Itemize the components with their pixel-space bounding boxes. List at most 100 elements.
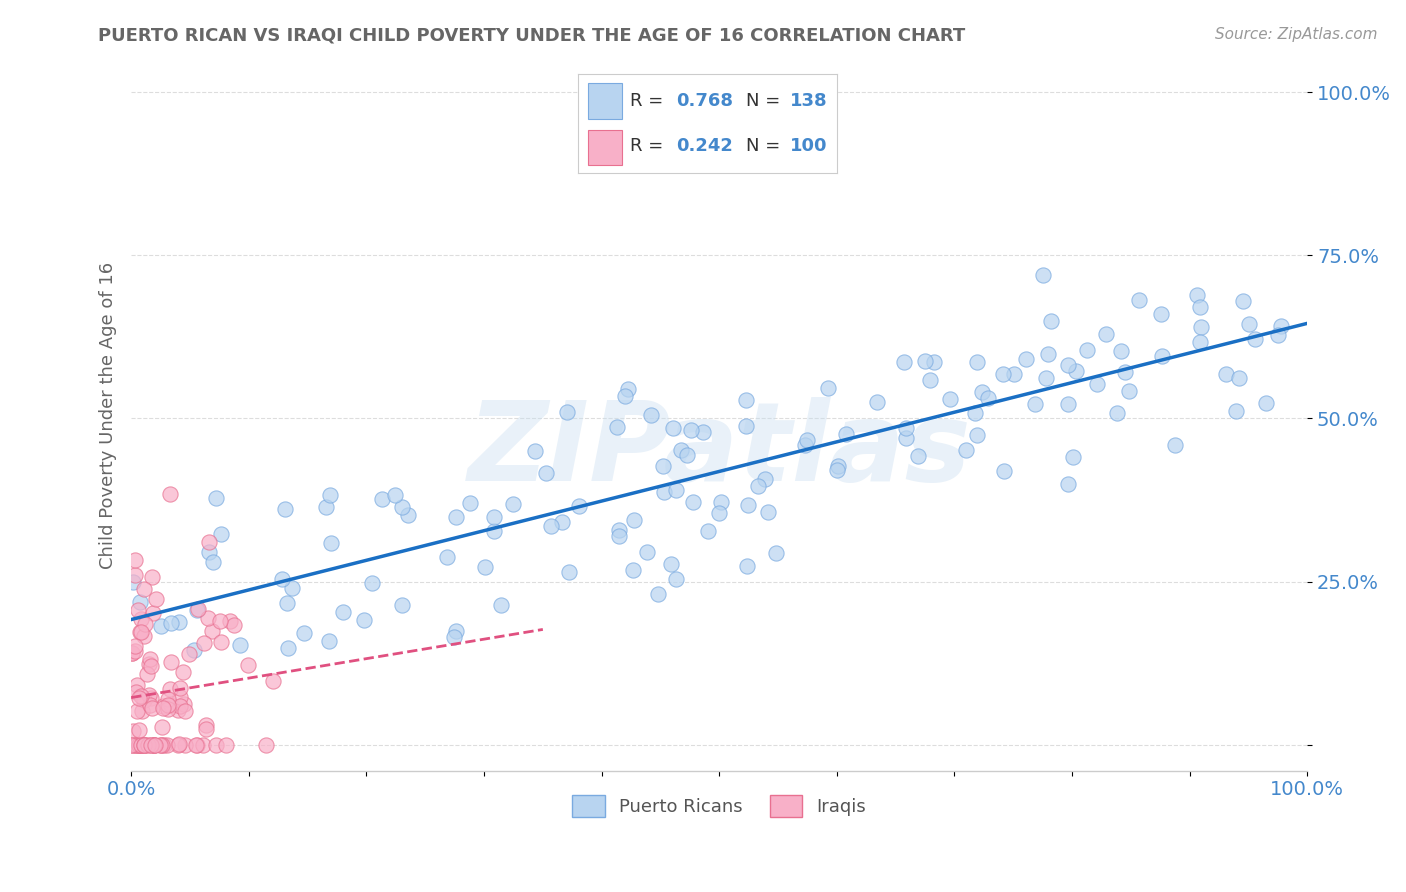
- Point: [1035, 370, 1057, 384]
- Point: [536, 466, 558, 480]
- Point: [665, 572, 688, 586]
- Point: [993, 464, 1015, 478]
- Point: [229, 638, 252, 652]
- Point: [765, 546, 787, 560]
- Point: [129, 689, 152, 703]
- Point: [756, 505, 779, 519]
- Point: [623, 513, 645, 527]
- Point: [122, 575, 145, 590]
- Text: ZIPatlas: ZIPatlas: [467, 397, 972, 504]
- Point: [166, 738, 188, 752]
- Point: [924, 355, 946, 369]
- Point: [484, 510, 506, 524]
- Point: [1024, 397, 1046, 411]
- Point: [157, 702, 180, 716]
- Point: [682, 495, 704, 509]
- Point: [143, 738, 166, 752]
- Point: [555, 405, 578, 419]
- Point: [1152, 349, 1174, 363]
- Point: [550, 515, 572, 529]
- Point: [665, 483, 688, 497]
- Point: [209, 635, 232, 649]
- Point: [827, 459, 849, 474]
- Point: [1057, 358, 1080, 372]
- Point: [1270, 318, 1292, 333]
- Point: [914, 354, 936, 368]
- Point: [353, 613, 375, 627]
- Point: [132, 738, 155, 752]
- Point: [129, 738, 152, 752]
- Point: [796, 433, 818, 447]
- Point: [136, 738, 159, 752]
- Point: [127, 602, 149, 616]
- Point: [141, 701, 163, 715]
- Point: [737, 498, 759, 512]
- Point: [970, 384, 993, 399]
- Point: [167, 615, 190, 629]
- Point: [153, 738, 176, 752]
- Point: [125, 738, 148, 752]
- Point: [128, 691, 150, 706]
- Point: [894, 431, 917, 445]
- Point: [136, 667, 159, 681]
- Point: [139, 652, 162, 666]
- Point: [1254, 396, 1277, 410]
- Point: [939, 392, 962, 407]
- Point: [254, 738, 277, 752]
- Point: [1227, 371, 1250, 385]
- Point: [172, 665, 194, 679]
- Point: [484, 524, 506, 538]
- Point: [652, 458, 675, 473]
- Point: [159, 487, 181, 501]
- Text: PUERTO RICAN VS IRAQI CHILD POVERTY UNDER THE AGE OF 16 CORRELATION CHART: PUERTO RICAN VS IRAQI CHILD POVERTY UNDE…: [98, 27, 966, 45]
- Point: [671, 442, 693, 457]
- Point: [1267, 328, 1289, 343]
- Point: [121, 646, 143, 660]
- Point: [209, 527, 232, 541]
- Point: [186, 601, 208, 615]
- Point: [976, 391, 998, 405]
- Point: [152, 698, 174, 713]
- Point: [332, 605, 354, 619]
- Point: [281, 581, 304, 595]
- Point: [614, 389, 637, 403]
- Point: [186, 738, 208, 752]
- Point: [817, 381, 839, 395]
- Point: [129, 624, 152, 639]
- Point: [1189, 300, 1212, 314]
- Point: [124, 568, 146, 582]
- Point: [966, 355, 988, 369]
- Point: [1062, 450, 1084, 465]
- Point: [319, 488, 342, 502]
- Point: [127, 738, 149, 752]
- Point: [617, 382, 640, 396]
- Point: [647, 587, 669, 601]
- Point: [754, 472, 776, 486]
- Point: [128, 723, 150, 738]
- Point: [1094, 326, 1116, 341]
- Point: [636, 545, 658, 559]
- Point: [747, 479, 769, 493]
- Point: [139, 698, 162, 712]
- Point: [866, 395, 889, 409]
- Point: [1164, 438, 1187, 452]
- Point: [236, 657, 259, 672]
- Point: [120, 738, 142, 752]
- Point: [371, 492, 394, 507]
- Point: [607, 529, 630, 543]
- Point: [710, 495, 733, 509]
- Point: [1014, 351, 1036, 366]
- Point: [169, 681, 191, 695]
- Point: [141, 690, 163, 705]
- Point: [215, 738, 238, 752]
- Point: [125, 704, 148, 718]
- Point: [124, 738, 146, 752]
- Point: [1114, 365, 1136, 379]
- Point: [195, 722, 218, 736]
- Point: [197, 611, 219, 625]
- Point: [1040, 314, 1063, 328]
- Point: [156, 698, 179, 713]
- Point: [173, 697, 195, 711]
- Point: [444, 624, 467, 638]
- Point: [125, 678, 148, 692]
